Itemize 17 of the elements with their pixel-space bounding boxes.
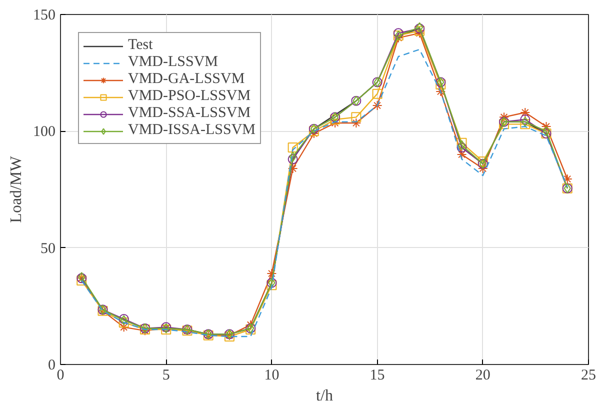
legend-label: VMD-PSO-LSSVM xyxy=(128,88,251,105)
x-tick-label: 5 xyxy=(162,368,170,384)
x-tick-label: 25 xyxy=(581,368,596,384)
legend-label: VMD-ISSA-LSSVM xyxy=(128,122,256,139)
y-tick-label: 100 xyxy=(33,124,56,140)
y-tick-label: 50 xyxy=(40,240,56,257)
x-axis-title: t/h xyxy=(316,388,333,404)
x-tick-label: 15 xyxy=(370,368,385,384)
legend-label: Test xyxy=(128,37,153,54)
x-tick-label: 10 xyxy=(264,368,280,384)
legend-label: VMD-LSSVM xyxy=(128,54,218,71)
y-tick-label: 150 xyxy=(33,8,56,24)
y-axis-title: Load/MW xyxy=(8,155,25,223)
legend-label: VMD-GA-LSSVM xyxy=(128,71,245,88)
x-tick-label: 20 xyxy=(475,368,490,384)
y-tick-label: 0 xyxy=(48,358,56,374)
legend-label: VMD-SSA-LSSVM xyxy=(128,105,251,122)
